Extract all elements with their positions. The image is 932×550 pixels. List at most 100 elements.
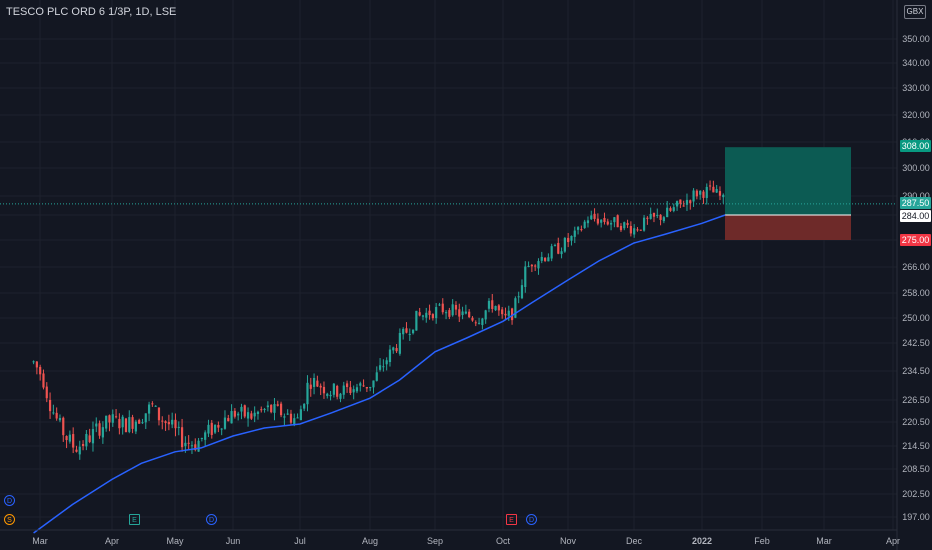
candle-body — [685, 199, 689, 205]
price-tick-label: 258.00 — [902, 288, 930, 298]
candle-body — [448, 310, 451, 317]
candle-body — [507, 310, 510, 316]
candle-body — [557, 242, 560, 254]
candle-body — [75, 449, 78, 452]
candle-body — [468, 311, 471, 318]
profit-zone — [725, 147, 851, 215]
candle-body — [200, 437, 203, 439]
candle-body — [560, 251, 563, 255]
candle-body — [382, 366, 385, 368]
candle-body — [656, 214, 659, 216]
candle-body — [174, 419, 177, 429]
candle-body — [669, 208, 672, 211]
candle-body — [243, 405, 246, 417]
candle-body — [689, 200, 692, 204]
candle-body — [128, 417, 131, 432]
price-tick-label: 202.50 — [902, 489, 930, 499]
candle-body — [537, 261, 540, 269]
candle-body — [217, 425, 220, 428]
candle-body — [121, 416, 124, 428]
candle-body — [240, 406, 243, 412]
candle-body — [431, 314, 434, 319]
candle-body — [91, 429, 95, 444]
candle-body — [349, 387, 352, 393]
candle-body — [388, 349, 392, 363]
candle-body — [494, 306, 497, 311]
price-tick-label: 226.50 — [902, 395, 930, 405]
candle-body — [411, 329, 415, 334]
candle-body — [510, 308, 514, 321]
candle-body — [144, 413, 147, 423]
split-marker-icon[interactable]: S — [4, 514, 15, 525]
candle-body — [223, 417, 227, 429]
candle-body — [517, 296, 520, 298]
candle-body — [42, 373, 45, 388]
currency-badge[interactable]: GBX — [904, 5, 926, 19]
price-tick-label: 197.00 — [902, 512, 930, 522]
price-tick-label: 340.00 — [902, 58, 930, 68]
candle-body — [345, 383, 349, 388]
candle-body — [154, 405, 157, 407]
loss-zone — [725, 215, 851, 240]
candle-body — [378, 365, 382, 370]
candle-body — [164, 421, 167, 424]
candle-body — [415, 310, 418, 331]
candle-body — [609, 223, 613, 225]
candle-body — [715, 189, 718, 193]
candle-body — [375, 372, 378, 381]
candle-body — [246, 412, 250, 419]
candle-body — [636, 229, 639, 231]
candle-body — [270, 404, 273, 413]
candle-body — [395, 348, 398, 352]
candle-body — [550, 246, 553, 259]
candle-body — [461, 311, 464, 316]
candle-body — [425, 312, 428, 318]
candle-body — [105, 415, 108, 429]
dividend-marker-icon[interactable]: D — [526, 514, 537, 525]
candle-body — [712, 186, 715, 193]
earnings-marker-icon[interactable]: E — [129, 514, 140, 525]
dividend-marker-icon[interactable]: D — [206, 514, 217, 525]
time-tick-label: Nov — [560, 536, 577, 546]
price-tick-label: 266.00 — [902, 262, 930, 272]
candle-body — [547, 257, 550, 262]
price-tick-label: 208.50 — [902, 464, 930, 474]
candle-body — [312, 377, 316, 387]
price-tick-label: 214.50 — [902, 441, 930, 451]
candle-body — [385, 360, 388, 365]
candle-body — [438, 304, 441, 306]
dividend-marker-icon[interactable]: D — [4, 495, 15, 506]
candle-body — [576, 227, 580, 230]
candle-body — [504, 313, 507, 316]
candle-body — [464, 311, 467, 314]
candle-body — [171, 419, 174, 425]
candle-body — [652, 212, 656, 217]
candle-body — [646, 217, 649, 219]
candle-body — [306, 382, 309, 405]
candle-body — [207, 424, 210, 434]
candle-body — [590, 215, 593, 220]
candle-body — [471, 317, 474, 321]
candle-body — [649, 213, 652, 219]
candle-body — [362, 385, 365, 387]
candle-body — [421, 315, 425, 317]
candle-body — [256, 411, 260, 414]
candle-body — [352, 389, 355, 393]
candle-body — [662, 217, 665, 222]
candle-body — [593, 213, 596, 219]
candle-body — [359, 383, 362, 386]
candle-body — [600, 219, 603, 223]
candle-body — [428, 310, 431, 316]
current-price-label: 287.50 — [900, 197, 931, 209]
candle-body — [567, 237, 570, 243]
candle-body — [619, 225, 623, 231]
candle-body — [118, 418, 121, 429]
candle-body — [369, 387, 372, 389]
candle-body — [85, 433, 88, 447]
candle-body — [204, 432, 207, 440]
price-tick-label: 250.00 — [902, 313, 930, 323]
candle-body — [497, 305, 500, 311]
candle-body — [682, 205, 685, 207]
earnings-marker-icon[interactable]: E — [506, 514, 517, 525]
